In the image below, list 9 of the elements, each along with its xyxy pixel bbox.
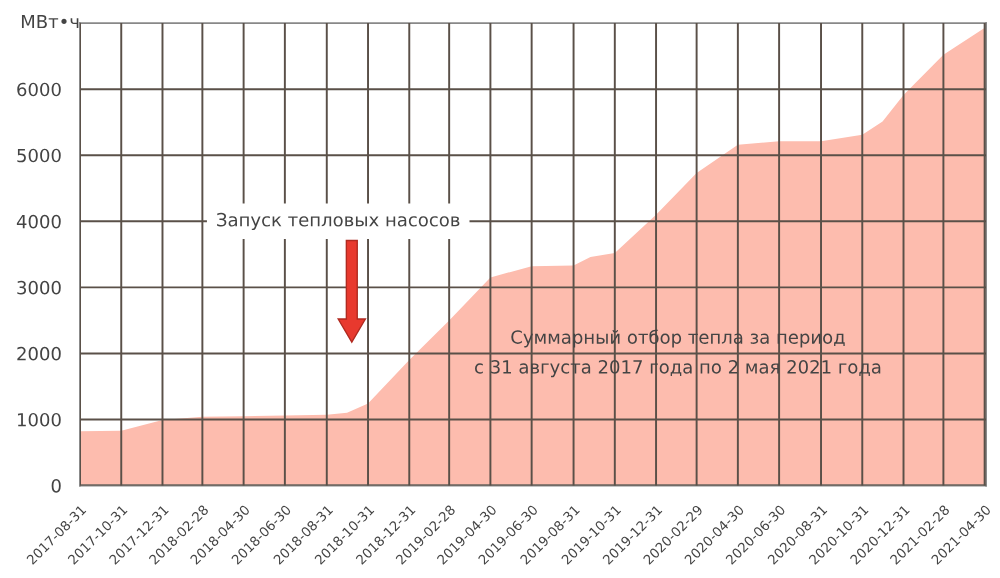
y-tick-label: 2000 xyxy=(17,346,61,361)
y-tick-label: 3000 xyxy=(17,280,61,295)
y-tick-label: 0 xyxy=(51,478,61,493)
y-tick-label: 5000 xyxy=(17,148,61,163)
y-tick-label: 4000 xyxy=(16,214,61,229)
y-tick-label: 6000 xyxy=(17,82,61,97)
annotation: Запуск тепловых насосов xyxy=(217,212,460,231)
y-tick-label: 1000 xyxy=(17,412,61,427)
y-axis-title: МВт•ч xyxy=(21,14,79,29)
